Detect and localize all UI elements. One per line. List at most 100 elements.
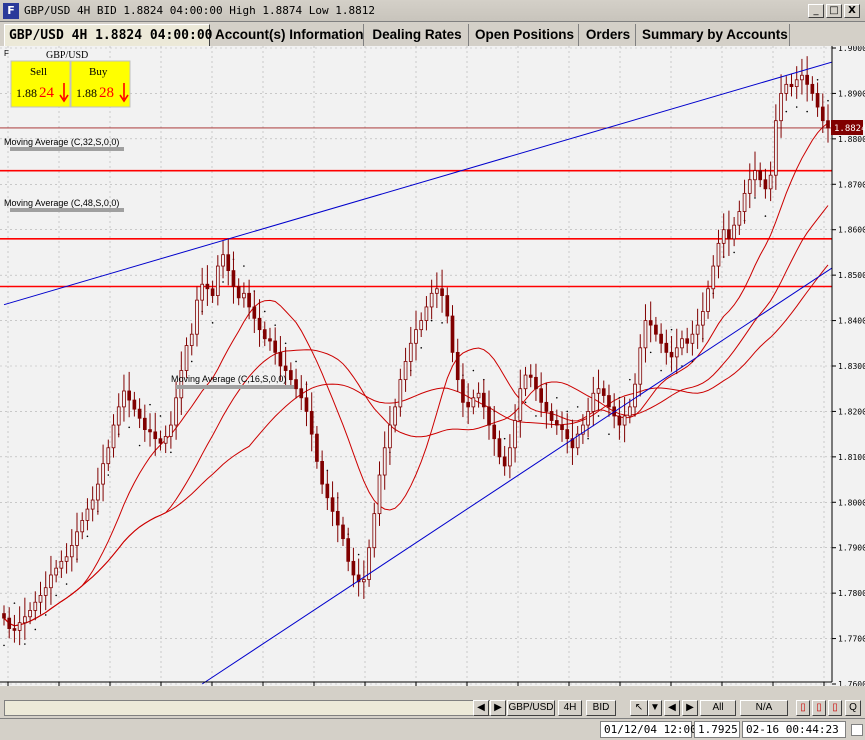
candle (800, 58, 804, 95)
tab-account-information[interactable]: Account(s) Information (211, 24, 364, 46)
candle (28, 602, 32, 625)
indicator-label-ma48[interactable]: Moving Average (C,48,S,0,0) (4, 198, 124, 212)
price-tick-label: 1.7600 (838, 680, 865, 686)
title-bar: F GBP/USD 4H BID 1.8824 04:00:00 High 1.… (0, 0, 865, 22)
candle (393, 398, 397, 433)
candle (142, 404, 147, 442)
chart-canvas[interactable]: 1.9000 1.8900 1.8800 1.8700 1.8600 1.8500 1.84… (0, 44, 865, 699)
tab-chart[interactable]: GBP/USD 4H 1.8824 04:00:00 (4, 24, 213, 46)
candle (617, 399, 622, 440)
indicator-label-ma32[interactable]: Moving Average (C,32,S,0,0) (4, 137, 124, 151)
scale-na-button[interactable]: N/A (740, 700, 788, 716)
tab-orders[interactable]: Orders (581, 24, 636, 46)
server-time: 02-16 00:44:23 (742, 721, 846, 738)
toggle-red-icon[interactable]: ▯ (796, 700, 810, 716)
bid-ask-button[interactable]: BID (586, 700, 616, 716)
close-button[interactable]: X (844, 4, 860, 18)
candle (54, 559, 58, 583)
candle (96, 467, 100, 515)
quote-q-button[interactable]: Q (845, 700, 861, 716)
candle (450, 305, 455, 363)
candle (252, 290, 257, 334)
price-tick-label: 1.8800 (838, 135, 865, 144)
cursor-tool-icon[interactable]: ↖ (630, 700, 648, 716)
candle (518, 369, 523, 438)
candle (820, 93, 825, 133)
candle (315, 425, 319, 469)
candle (669, 336, 674, 372)
candle (575, 425, 580, 456)
price-tick-label: 1.8000 (838, 498, 865, 507)
quote-corner-label: F (4, 49, 9, 58)
candle (706, 280, 710, 319)
period-selector-button[interactable]: 4H (558, 700, 582, 716)
horizontal-scrollbar[interactable] (4, 700, 502, 716)
candle (528, 364, 533, 388)
tab-dealing-rates[interactable]: Dealing Rates (366, 24, 469, 46)
tab-bar: GBP/USD 4H 1.8824 04:00:00 Account(s) In… (0, 22, 865, 48)
candle (768, 161, 773, 202)
candle (481, 379, 486, 420)
candle (210, 280, 215, 303)
candle (304, 381, 309, 427)
candle (7, 607, 12, 639)
candle (158, 430, 163, 451)
buy-button[interactable] (70, 60, 131, 108)
trend-lines[interactable] (3, 52, 865, 685)
candle (64, 543, 69, 574)
candle (721, 213, 726, 259)
candle (701, 292, 705, 343)
candle (163, 425, 168, 454)
indicator-label-shadow (176, 385, 294, 389)
candle (565, 413, 570, 454)
cursor-datetime: 01/12/04 12:00 (600, 721, 697, 738)
zoom-out-icon[interactable]: ◀ (664, 700, 680, 716)
candle (742, 179, 747, 224)
candle (492, 405, 497, 456)
scroll-right-icon[interactable]: ▶ (490, 700, 506, 716)
zoom-in-icon[interactable]: ▶ (682, 700, 698, 716)
moving-average-line[interactable] (3, 122, 829, 627)
toggle-red-icon-2[interactable]: ▯ (812, 700, 826, 716)
price-tick-label: 1.8100 (838, 453, 865, 462)
candle (341, 516, 345, 546)
quote-widget[interactable]: F GBP/USD Sell Buy 1.88 24 1.88 28 (4, 49, 131, 108)
candle (774, 104, 778, 190)
pair-selector-button[interactable]: GBP/USD (507, 700, 555, 716)
candle (116, 393, 121, 438)
candle (737, 200, 742, 235)
candle (627, 398, 632, 424)
indicator-label-ma16[interactable]: Moving Average (C,16,S,0,0) (171, 374, 294, 389)
candle (685, 327, 690, 354)
price-tick-label: 1.8700 (838, 180, 865, 189)
candle (153, 412, 158, 456)
candle (570, 419, 575, 465)
price-chart[interactable]: 1.9000 1.8900 1.8800 1.8700 1.8600 1.8500 1.84… (0, 44, 865, 699)
candle (784, 76, 789, 101)
price-tick-label: 1.8900 (838, 89, 865, 98)
sell-button[interactable] (10, 60, 71, 108)
candle (419, 312, 424, 338)
trend-line[interactable] (201, 246, 865, 685)
candle (2, 605, 6, 626)
show-all-button[interactable]: All (700, 700, 736, 716)
price-tick-label: 1.8400 (838, 317, 865, 326)
tab-open-positions[interactable]: Open Positions (471, 24, 579, 46)
scroll-left-icon[interactable]: ◀ (473, 700, 489, 716)
candle (200, 267, 205, 315)
maximize-button[interactable]: □ (826, 4, 842, 18)
sell-down-arrow-icon (59, 83, 69, 103)
toggle-red-icon-3[interactable]: ▯ (828, 700, 842, 716)
trend-line[interactable] (3, 52, 865, 306)
tool-dropdown-icon[interactable]: ▼ (648, 700, 662, 716)
current-price-label: 1.8824 (834, 124, 865, 134)
minimize-button[interactable]: _ (808, 4, 824, 18)
candle (727, 210, 731, 256)
buy-price-pips: 28 (99, 85, 114, 101)
candle (205, 265, 210, 306)
tab-summary-by-accounts[interactable]: Summary by Accounts (638, 24, 790, 46)
candle (779, 74, 783, 138)
candle (320, 450, 324, 494)
candle (367, 539, 371, 587)
moving-average-line[interactable] (3, 264, 829, 627)
